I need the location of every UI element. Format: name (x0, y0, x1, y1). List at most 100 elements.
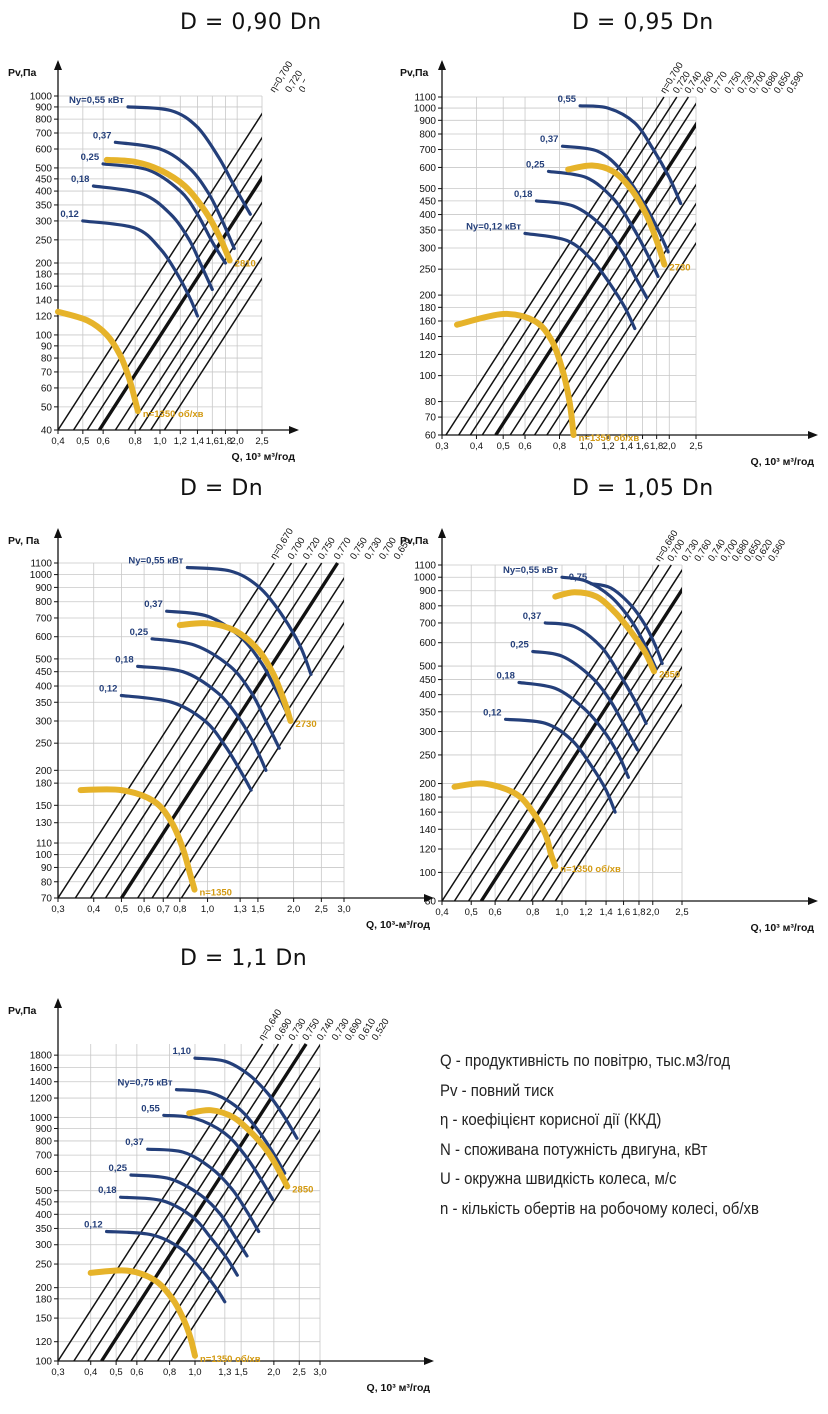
y-tick-label: 600 (419, 638, 436, 649)
legend-u: U - окружна швидкість колеса, м/с (440, 1169, 677, 1188)
efficiency-line (494, 121, 696, 435)
power-curve-label: 0,18 (115, 654, 134, 665)
y-tick-label: 60 (41, 383, 53, 394)
x-axis-title: Q, 10³ м³/год (367, 1382, 431, 1394)
efficiency-line (533, 183, 696, 435)
x-axis-title: Q, 10³ м³/год (751, 922, 815, 934)
x-tick-label: 0,5 (465, 907, 478, 918)
y-tick-label: 160 (419, 808, 436, 819)
efficiency-line (479, 586, 682, 901)
y-tick-label: 350 (35, 1224, 52, 1235)
x-tick-label: 2,0 (663, 441, 676, 452)
power-curve (150, 637, 281, 750)
speed-curves: 2850 n=1350 об/хв (451, 589, 680, 875)
efficiency-line (58, 562, 275, 898)
y-tick-label: 250 (35, 1260, 52, 1271)
efficiency-line (170, 1128, 320, 1361)
x-tick-label: 1,0 (201, 904, 214, 915)
y-tick-label: 1100 (30, 559, 52, 570)
legend-n-speed: n - кількість обертів на робочому колесі… (440, 1198, 759, 1218)
power-curve (91, 184, 214, 291)
speed-curves: 2730 n=1350 об/хв (454, 162, 691, 444)
efficiency-line (58, 112, 262, 430)
power-curve-label: 0,37 (540, 134, 559, 145)
power-curve-label: 0,25 (81, 152, 100, 163)
power-curves: 1,10 Ny=0,75 кВт 0,55 0,37 0,25 0,18 0,12 (84, 1046, 299, 1304)
power-curve (146, 1147, 261, 1234)
y-tick-label: 300 (35, 717, 52, 728)
x-tick-label: 0,8 (526, 907, 539, 918)
power-curve (185, 565, 313, 676)
efficiency-line (138, 238, 262, 430)
y-tick-label: 350 (419, 707, 436, 718)
x-tick-label: 0,5 (76, 436, 89, 447)
x-tick-label: 1,3 (234, 904, 247, 915)
x-axis-arrow (424, 1357, 434, 1365)
y-tick-label: 1400 (30, 1077, 53, 1088)
y-tick-label: 120 (419, 845, 436, 856)
y-tick-label: 400 (35, 682, 52, 693)
y-tick-label: 140 (419, 332, 436, 343)
speed-curve (565, 162, 668, 268)
axes: 7080901001101301501802002503003504004505… (8, 528, 434, 931)
y-tick-label: 600 (35, 632, 52, 643)
efficiency-line (445, 96, 665, 435)
power-curve-label: 0,25 (109, 1163, 128, 1174)
power-curve-label: 0,25 (130, 627, 149, 638)
power-curve-label: 0,25 (510, 640, 529, 651)
efficiency-labels: η=0,7000,7200,7400,7600,7700,7500,7300,7… (658, 60, 806, 95)
x-tick-label: 2,0 (267, 1367, 280, 1378)
x-tick-label: 1,8 (650, 441, 663, 452)
x-tick-label: 0,8 (163, 1367, 176, 1378)
y-tick-label: 1000 (30, 570, 53, 581)
y-tick-label: 250 (35, 235, 52, 246)
efficiency-line (530, 665, 682, 901)
x-tick-label: 0,5 (110, 1367, 123, 1378)
power-curve (119, 1195, 239, 1277)
x-axis-title: Q, 10³ м³/год (232, 451, 296, 463)
x-tick-label: 1,0 (580, 441, 593, 452)
x-tick-label: 2,5 (675, 907, 688, 918)
x-tick-label: 0,5 (115, 904, 128, 915)
y-tick-label: 60 (425, 431, 437, 442)
y-tick-label: 1200 (30, 1094, 53, 1105)
efficiency-line (73, 1043, 280, 1361)
y-axis-title: Pv, Па (8, 535, 39, 547)
power-curve-label: 0,37 (93, 130, 112, 141)
efficiency-line (114, 201, 262, 430)
y-tick-label: 120 (419, 350, 436, 361)
x-axis-arrow (808, 431, 818, 439)
y-tick-label: 350 (35, 698, 52, 709)
power-curve-label: 0,55 (141, 1103, 160, 1114)
chart-d095: η=0,7000,7200,7400,7600,7700,7500,7300,7… (400, 60, 818, 468)
y-tick-label: 90 (41, 863, 53, 874)
y-tick-label: 450 (419, 675, 436, 686)
x-tick-label: 1,2 (601, 441, 614, 452)
power-curve-label: Ny=0,55 кВт (503, 565, 558, 576)
chart-title-d095: D = 0,95 Dn (572, 10, 714, 35)
power-curve-label: 0,12 (483, 707, 502, 718)
power-curve (165, 609, 293, 723)
y-axis-arrow (54, 60, 62, 70)
y-tick-label: 1000 (414, 573, 437, 584)
efficiency-line (180, 644, 344, 898)
y-tick-label: 350 (419, 226, 436, 237)
y-axis-arrow (54, 998, 62, 1008)
y-tick-label: 350 (35, 200, 52, 211)
y-tick-label: 900 (35, 102, 52, 113)
efficiency-line (166, 621, 344, 898)
x-tick-label: 1,5 (251, 904, 264, 915)
y-tick-label: 90 (41, 341, 53, 352)
speed-curve-label: n=1350 об/хв (143, 409, 204, 420)
power-curve-label: 0,75 (569, 572, 588, 583)
x-axis-title: Q, 10³ м³/год (751, 456, 815, 468)
power-curve (523, 231, 637, 331)
y-tick-label: 400 (35, 187, 52, 198)
power-curve (129, 1173, 249, 1258)
x-tick-label: 2,0 (646, 907, 659, 918)
efficiency-line (554, 703, 682, 901)
power-curve (560, 575, 658, 671)
y-tick-label: 120 (35, 312, 52, 323)
y-tick-label: 500 (419, 662, 436, 673)
